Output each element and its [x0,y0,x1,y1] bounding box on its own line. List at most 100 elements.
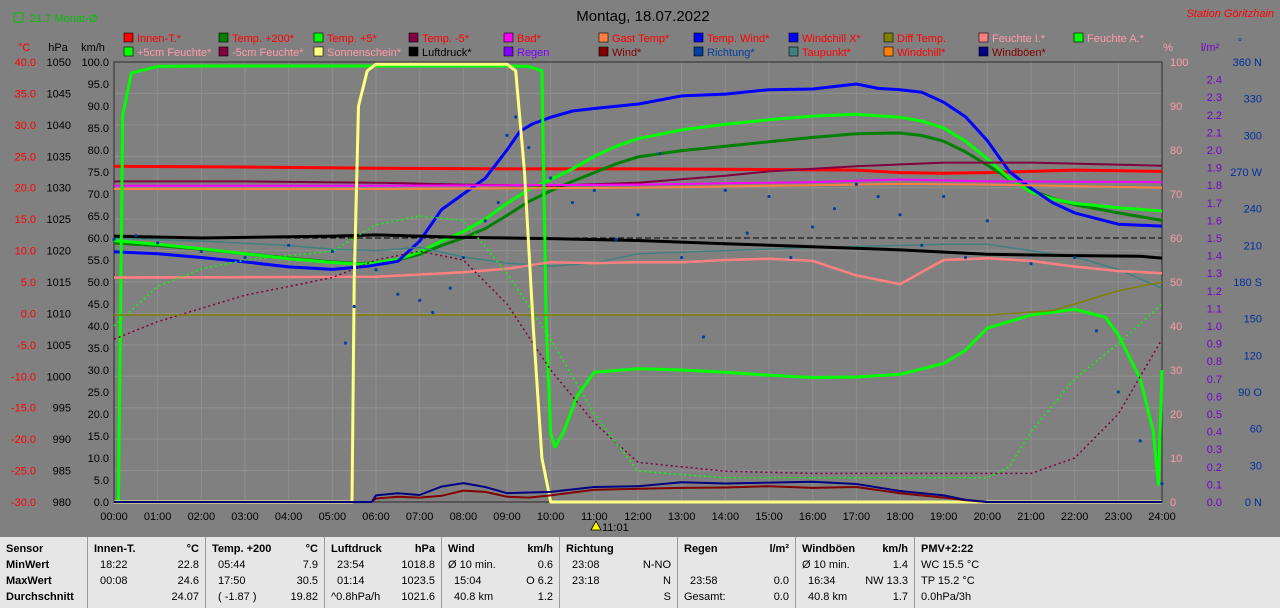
time-tick-label: 19:00 [930,511,958,523]
stats-col-luftdruck: Luftdruck hPa 23:54 1018.8 01:14 1023.5 ^0.… [324,537,441,608]
series-point-richtung [963,255,968,260]
stats-max-value: 1023.5 [401,575,435,587]
rain-tick-label: 1.7 [1207,198,1222,210]
stats-label-min: MinWert [6,559,50,571]
legend-swatch [788,46,799,57]
legend-swatch [408,32,419,43]
direction-tick-label: 150 [1244,314,1262,326]
series-point-richtung [701,335,706,339]
series-point-richtung [832,207,837,211]
stats-max-value: 0.0 [773,575,789,587]
legend-swatch [123,32,134,43]
stats-col-unit: km/h [882,543,908,555]
legend-swatch [503,32,514,43]
kmh-tick-label: 30.0 [88,365,109,377]
series-point-richtung [287,243,291,247]
stats-table: Sensor MinWert MaxWert Durchschnitt Inne… [0,537,1280,608]
rain-tick-label: 1.0 [1207,321,1222,333]
series-point-richtung [418,298,422,302]
stats-label-avg: Durchschnitt [6,591,74,603]
rain-tick-label: 2.4 [1207,75,1222,87]
series-point-richtung [898,213,902,217]
stats-max-value: N [663,575,671,587]
legend-label: Sonnenschein* [327,47,402,59]
legend-label: Temp. Wind* [707,33,770,45]
legend-swatch [218,46,229,57]
series-point-richtung [680,255,684,260]
time-tick-label: 07:00 [406,511,434,523]
series-line-3 [113,82,1163,271]
time-tick-label: 04:00 [275,511,303,523]
legend-swatch [978,46,989,57]
kmh-tick-label: 5.0 [94,475,109,487]
rain-tick-label: 1.4 [1207,251,1222,263]
time-tick-label: 24:00 [1148,511,1176,523]
percent-tick-label: 50 [1170,277,1182,289]
direction-tick-label: 60 [1250,424,1262,436]
stats-col-title: Temp. +200 [212,543,272,555]
celsius-axis-unit: °C [18,42,30,54]
hpa-tick-label: 1040 [47,120,71,132]
series-point-richtung [658,152,662,156]
station-name: Station Göritzhain [1187,8,1274,20]
legend-label: -5cm Feuchte* [232,47,304,59]
time-tick-label: 20:00 [974,511,1002,523]
time-tick-label: 09:00 [493,511,521,523]
direction-tick-label: 180 S [1233,277,1262,289]
stats-min-time: Ø 10 min. [802,559,850,571]
time-tick-label: 15:00 [755,511,783,523]
legend-label: Temp. +5* [327,33,378,45]
kmh-tick-label: 15.0 [88,431,109,443]
rain-tick-label: 0.2 [1207,462,1222,474]
hpa-tick-label: 1005 [47,340,71,352]
direction-tick-label: 210 [1244,240,1262,252]
celsius-tick-label: 40.0 [15,57,36,69]
celsius-tick-label: 10.0 [15,246,36,258]
stats-col-unit: l/m² [769,543,789,555]
legend-label: +5cm Feuchte* [137,47,212,59]
stats-pmv-dewpoint: TP 15.2 °C [921,575,975,587]
series-point-richtung [723,188,727,192]
series-line-9 [114,64,1164,504]
stats-max-value: NW 13.3 [865,575,908,587]
percent-tick-label: 60 [1170,233,1182,245]
stats-col-title: Richtung [566,543,614,555]
kmh-tick-label: 45.0 [88,299,109,311]
celsius-tick-label: -5.0 [17,340,36,352]
stats-max-time: 00:08 [100,575,128,587]
time-tick-label: 13:00 [668,511,696,523]
celsius-tick-label: -25.0 [11,466,36,478]
time-tick-label: 18:00 [886,511,914,523]
rain-tick-label: 2.0 [1207,145,1222,157]
series-point-richtung [496,200,500,205]
series-point-richtung [243,255,247,260]
direction-tick-label: 90 O [1238,387,1262,399]
hpa-tick-label: 1015 [47,277,71,289]
legend-label: Temp. +200* [232,33,295,45]
stats-col-wind: Wind km/h Ø 10 min. 0.6 15:04 O 6.2 40.8 km… [441,537,559,608]
stats-col-unit: °C [305,543,318,555]
time-tick-label: 08:00 [450,511,478,523]
stats-col-title: Regen [684,543,718,555]
series-point-richtung [789,255,793,260]
series-line-10 [113,256,1163,286]
kmh-tick-label: 40.0 [88,321,109,333]
legend-swatch [693,32,704,43]
percent-tick-label: 0 [1170,497,1176,509]
weather-chart: 21.7 Monat-Ø Montag, 18.07.2022 Station … [11,8,1274,534]
series-point-richtung [396,292,400,296]
chart-grid [113,61,1163,503]
stats-row-labels: Sensor MinWert MaxWert Durchschnitt [0,537,86,608]
hpa-tick-label: 1050 [47,57,71,69]
series-point-richtung [199,249,203,254]
kmh-axis-unit: km/h [81,42,105,54]
series-line-16 [114,480,1162,503]
stats-col-richtung: Richtung 23:08 N-NO 23:18 N S [559,537,677,608]
time-marker-icon [590,520,602,531]
legend-label: Temp. -5* [422,33,470,45]
kmh-tick-label: 35.0 [88,343,109,355]
direction-tick-label: 330 [1244,94,1262,106]
time-tick-label: 16:00 [799,511,827,523]
stats-max-time: 01:14 [337,575,365,587]
time-tick-label: 12:00 [624,511,652,523]
